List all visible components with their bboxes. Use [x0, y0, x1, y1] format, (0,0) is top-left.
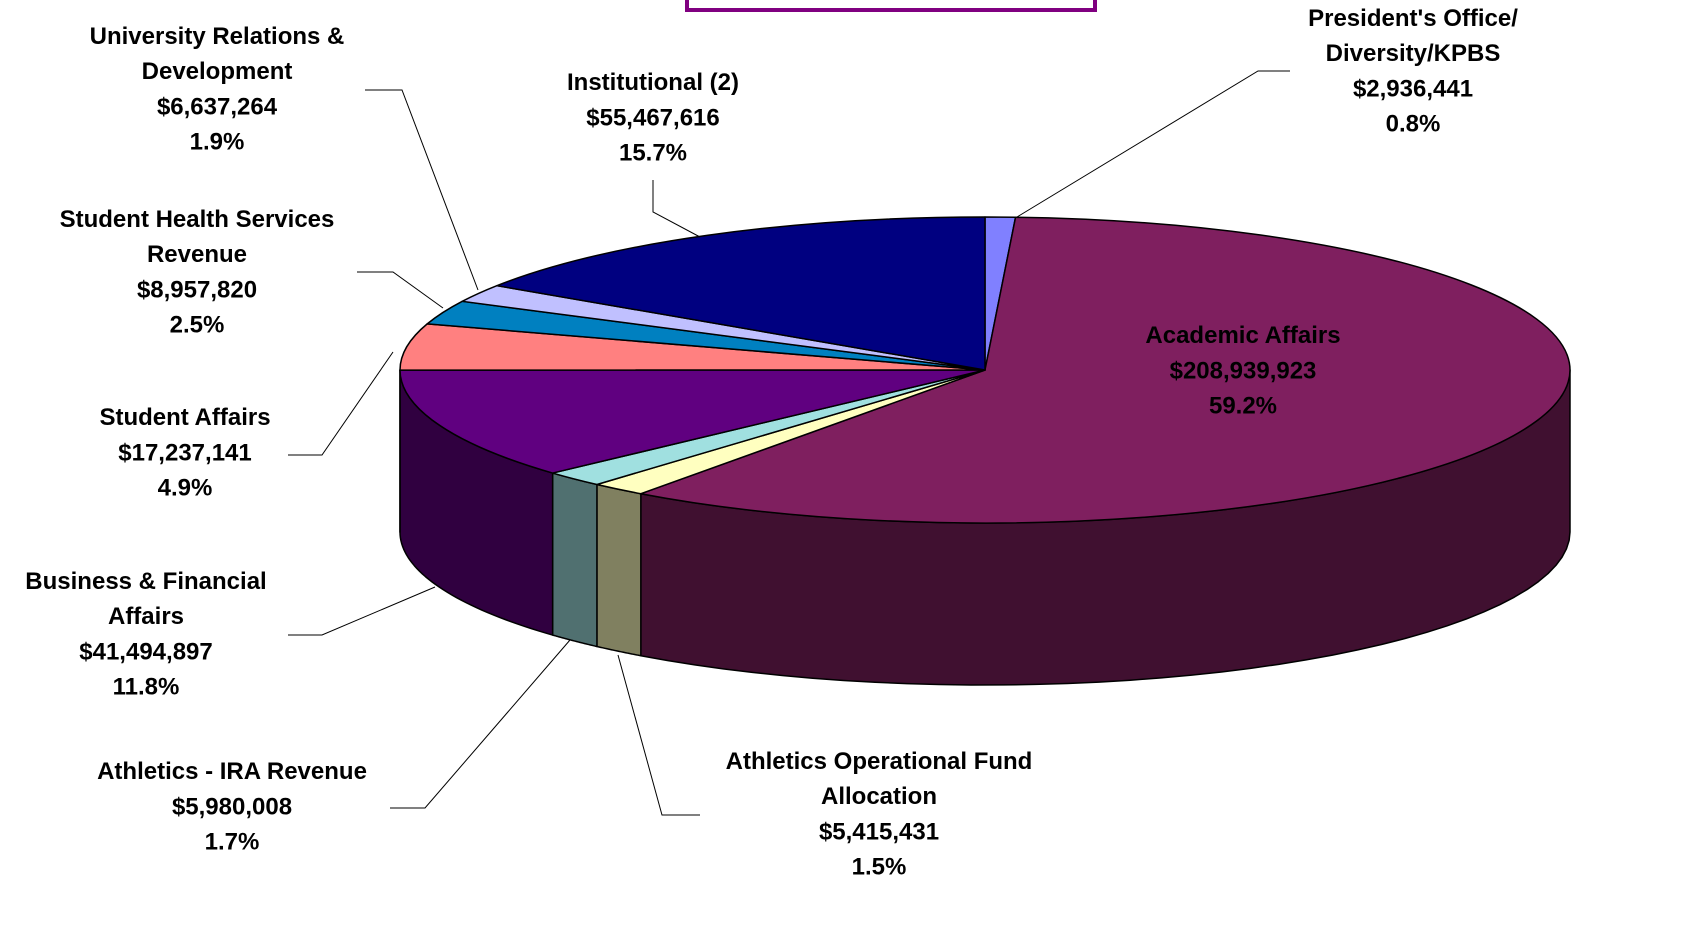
percent-label: 4.9%	[158, 474, 213, 501]
leader-line	[652, 180, 701, 238]
percent-label: 59.2%	[1209, 392, 1277, 419]
title-box	[685, 0, 1097, 12]
pie-sides	[399, 369, 1571, 686]
value-label: $55,467,616	[586, 104, 719, 131]
leader-line	[357, 271, 444, 309]
slice-label: Business & Financial Affairs	[25, 568, 266, 630]
slice-side	[596, 483, 642, 657]
leader-line	[390, 639, 571, 809]
leader-line	[617, 654, 700, 816]
value-label: $17,237,141	[118, 439, 251, 466]
leader-line	[1016, 70, 1290, 218]
value-label: $41,494,897	[79, 638, 212, 665]
value-label: $5,980,008	[172, 793, 292, 820]
value-label: $8,957,820	[137, 276, 257, 303]
leader-line	[288, 586, 436, 636]
percent-label: 2.5%	[170, 311, 225, 338]
percent-label: 1.7%	[205, 828, 260, 855]
percent-label: 15.7%	[619, 139, 687, 166]
slice-label: Student Health Services Revenue	[60, 206, 335, 268]
percent-label: 0.8%	[1386, 110, 1441, 137]
slice	[640, 216, 1571, 524]
slice	[399, 369, 986, 474]
leader-line	[288, 351, 394, 456]
percent-label: 1.5%	[852, 853, 907, 880]
value-label: $6,637,264	[157, 93, 278, 120]
labels: President's Office/Diversity/KPBS $2,936,…	[25, 5, 1518, 880]
value-label: $208,939,923	[1170, 357, 1317, 384]
slice-label: University Relations & Development	[90, 23, 345, 85]
slice-label: Institutional (2)	[567, 69, 739, 96]
leader-line	[365, 89, 479, 291]
slice	[496, 216, 986, 371]
pie-tops	[399, 216, 1571, 524]
slice-label: President's Office/Diversity/KPBS	[1308, 5, 1518, 67]
slice-label: Athletics - IRA Revenue	[97, 758, 367, 785]
percent-label: 1.9%	[190, 128, 245, 155]
slice-label: Athletics Operational Fund Allocation	[726, 748, 1033, 810]
slice-label: Academic Affairs	[1145, 322, 1340, 349]
value-label: $2,936,441	[1353, 75, 1473, 102]
slice-side	[551, 472, 598, 648]
percent-label: 11.8%	[113, 673, 180, 700]
value-label: $5,415,431	[819, 818, 939, 845]
slice-label: Student Affairs	[99, 404, 270, 431]
